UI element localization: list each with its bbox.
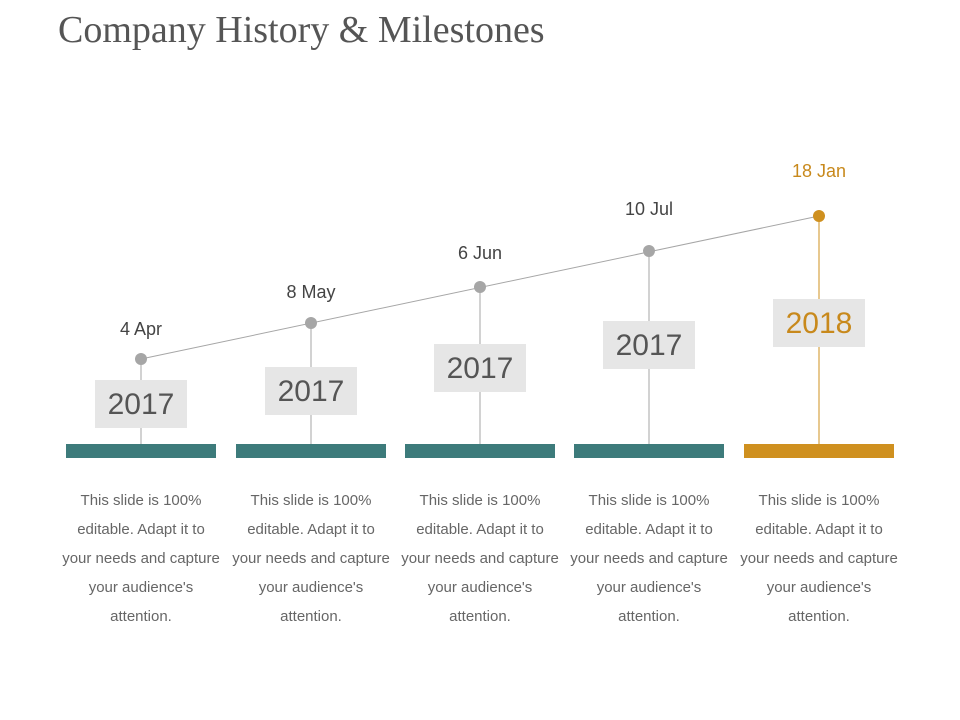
page-title: Company History & Milestones bbox=[58, 9, 545, 51]
milestone-date: 10 Jul bbox=[624, 199, 674, 219]
milestone-description: This slide is 100% editable. Adapt it to… bbox=[401, 492, 559, 625]
milestone-year-label: 2017 bbox=[434, 344, 526, 392]
milestone-date: 8 May bbox=[286, 282, 336, 302]
milestone-bar bbox=[236, 444, 386, 458]
milestone-date: 6 Jun bbox=[457, 243, 503, 263]
milestone-year-label: 2017 bbox=[95, 380, 187, 428]
milestone-dot bbox=[474, 281, 486, 293]
milestone-bar bbox=[574, 444, 724, 458]
milestone-year-label: 2017 bbox=[265, 367, 357, 415]
milestone-dot bbox=[643, 245, 655, 257]
milestone-dot bbox=[813, 210, 825, 222]
milestone-dot bbox=[305, 317, 317, 329]
milestone-description: This slide is 100% editable. Adapt it to… bbox=[232, 492, 390, 625]
milestone-year-label: 2018 bbox=[773, 299, 865, 347]
milestone-bar bbox=[405, 444, 555, 458]
milestone-date: 18 Jan bbox=[791, 161, 847, 181]
milestone-date: 4 Apr bbox=[119, 319, 163, 339]
milestone-bar bbox=[66, 444, 216, 458]
milestone-year-label: 2017 bbox=[603, 321, 695, 369]
milestone-description: This slide is 100% editable. Adapt it to… bbox=[740, 492, 898, 625]
milestone-description: This slide is 100% editable. Adapt it to… bbox=[62, 492, 220, 625]
milestone-description: This slide is 100% editable. Adapt it to… bbox=[570, 492, 728, 625]
milestone-dot bbox=[135, 353, 147, 365]
milestone-bar bbox=[744, 444, 894, 458]
